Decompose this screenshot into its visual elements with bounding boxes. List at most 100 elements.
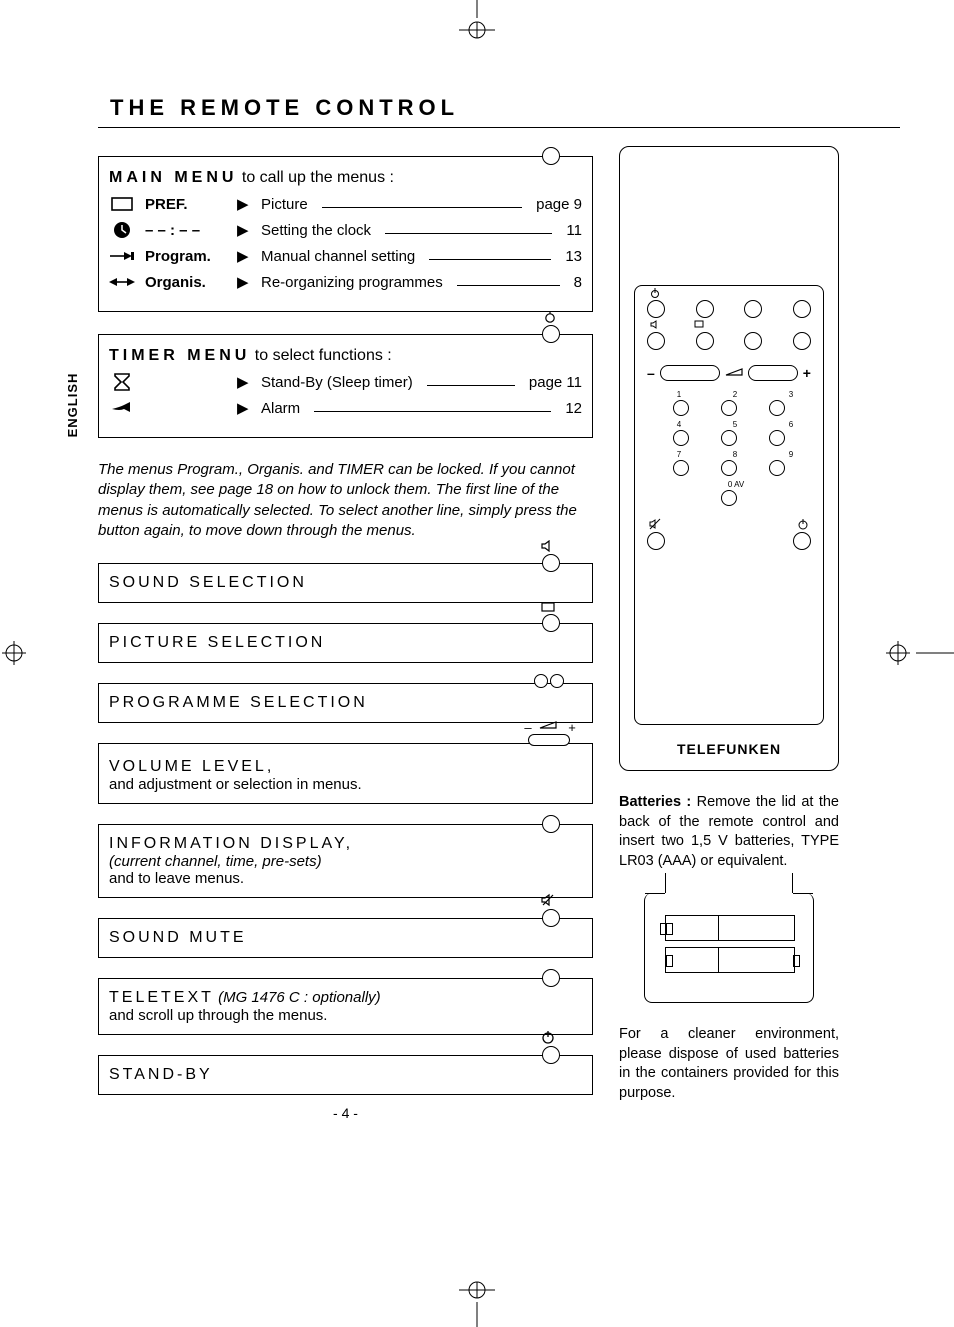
timer-menu-heading: TIMER MENU: [109, 347, 250, 364]
remote-button: [696, 300, 714, 318]
remote-vol-pill-left: [660, 365, 720, 381]
sound-selection-panel: SOUND SELECTION: [98, 563, 593, 603]
remote-key: [769, 460, 785, 476]
remote-vol-pill-right: [748, 365, 798, 381]
crop-mark-top: [452, 0, 502, 50]
arrow-right-icon: ▶: [237, 195, 251, 213]
remote-button: [696, 332, 714, 350]
timer-icon-label: [530, 311, 570, 326]
remote-key: [721, 460, 737, 476]
remote-button: [744, 300, 762, 318]
teletext-sub: and scroll up through the menus.: [109, 1007, 582, 1024]
remote-key: [721, 400, 737, 416]
teletext-title: TELETEXT: [109, 989, 214, 1006]
main-menu-heading: MAIN MENU: [109, 169, 237, 186]
key-label: 3: [781, 390, 801, 399]
timer-menu-panel: TIMER MENU to select functions : ▶ Stand…: [98, 334, 593, 438]
row-page: 13: [565, 248, 582, 265]
info-title: INFORMATION DISPLAY,: [109, 835, 582, 853]
remote-button: [793, 332, 811, 350]
manual-page: ENGLISH THE REMOTE CONTROL MAIN MENU to …: [0, 0, 954, 1327]
standby-small-icon: [793, 518, 813, 532]
row-page: 8: [574, 274, 582, 291]
remote-outline: – + 1 2 3: [619, 146, 839, 771]
remote-button: [793, 532, 811, 550]
remote-key: [673, 460, 689, 476]
row-page: 11: [566, 222, 582, 239]
remote-key: [721, 490, 737, 506]
keypad-row-2: 4 5 6: [647, 430, 811, 446]
main-menu-row-program: Program. ▶ Manual channel setting 13: [109, 247, 582, 265]
arrow-right-icon: ▶: [237, 273, 251, 291]
volume-pill-icon: [528, 734, 570, 746]
right-column: – + 1 2 3: [619, 146, 839, 1121]
row-desc: Manual channel setting: [261, 248, 415, 265]
vol-wedge-icon: [725, 364, 743, 382]
timer-menu-button-icon: [542, 325, 560, 343]
main-menu-row-clock: – – : – – ▶ Setting the clock 11: [109, 221, 582, 239]
timer-row-alarm: ▶ Alarm 12: [109, 399, 582, 417]
page-title: THE REMOTE CONTROL: [110, 95, 900, 121]
main-menu-row-pref: PREF. ▶ Picture page 9: [109, 195, 582, 213]
battery-cell-2: [665, 947, 795, 973]
key-label: 6: [781, 420, 801, 429]
info-panel: INFORMATION DISPLAY, (current channel, t…: [98, 824, 593, 898]
arrow-right-icon: ▶: [237, 373, 251, 391]
sound-button-icon: [542, 554, 560, 572]
timer-menu-sub: to select functions :: [250, 347, 391, 364]
main-menu-row-organis: Organis. ▶ Re-organizing programmes 8: [109, 273, 582, 291]
mute-small-icon: [645, 518, 665, 532]
dispose-text: For a cleaner environment, please dispos…: [619, 1025, 839, 1103]
picture-icon-label: [528, 602, 568, 615]
mute-button-icon: [542, 909, 560, 927]
programme-updown-icon: [534, 674, 564, 688]
pref-rect-icon: [109, 197, 135, 211]
crop-mark-right: [878, 633, 954, 673]
batteries-text: Batteries : Remove the lid at the back o…: [619, 793, 839, 871]
battery-compartment-diagram: [644, 893, 814, 1003]
remote-button: [793, 300, 811, 318]
remote-volume-row: – +: [647, 364, 811, 382]
remote-body: – + 1 2 3: [634, 285, 824, 725]
info-button-icon: [542, 815, 560, 833]
crop-mark-left: [0, 633, 34, 673]
remote-brand: TELEFUNKEN: [634, 741, 824, 757]
programme-selection-panel: PROGRAMME SELECTION: [98, 683, 593, 723]
row-desc: Re-organizing programmes: [261, 274, 443, 291]
remote-key: [769, 430, 785, 446]
arrow-into-bar-icon: [109, 250, 135, 262]
standby-icon-label: [528, 1030, 568, 1047]
remote-bottom-row: [647, 532, 811, 550]
row-label: PREF.: [145, 196, 227, 213]
power-icon: [645, 288, 665, 300]
speaker-icon: [645, 320, 665, 331]
picture-button-icon: [542, 614, 560, 632]
clock-face-icon: [109, 221, 135, 239]
main-menu-sub: to call up the menus :: [237, 169, 394, 186]
volume-title: VOLUME LEVEL,: [109, 758, 582, 776]
key-label: 8: [725, 450, 745, 459]
arrow-right-icon: ▶: [237, 399, 251, 417]
row-label: – – : – –: [145, 222, 227, 239]
programme-selection-label: PROGRAMME SELECTION: [109, 694, 368, 711]
timer-row-standby: ▶ Stand-By (Sleep timer) page 11: [109, 373, 582, 391]
standby-panel: STAND-BY: [98, 1055, 593, 1095]
row-desc: Setting the clock: [261, 222, 371, 239]
page-number: - 4 -: [98, 1105, 593, 1121]
rect-icon: [689, 320, 709, 330]
keypad-row-3: 7 8 9: [647, 460, 811, 476]
row-desc: Stand-By (Sleep timer): [261, 374, 413, 391]
vol-plus: +: [803, 365, 811, 381]
teletext-italic: (MG 1476 C : optionally): [214, 989, 381, 1006]
key-label: 0 AV: [723, 480, 749, 489]
remote-button: [647, 300, 665, 318]
volume-plus-label: +: [566, 720, 578, 735]
standby-button-icon: [542, 1046, 560, 1064]
volume-wedge-icon: [538, 720, 558, 733]
sound-selection-label: SOUND SELECTION: [109, 574, 307, 591]
key-label: 1: [669, 390, 689, 399]
key-label: 5: [725, 420, 745, 429]
key-label: 9: [781, 450, 801, 459]
row-page: 12: [565, 400, 582, 417]
remote-top-row-1: [647, 300, 811, 318]
